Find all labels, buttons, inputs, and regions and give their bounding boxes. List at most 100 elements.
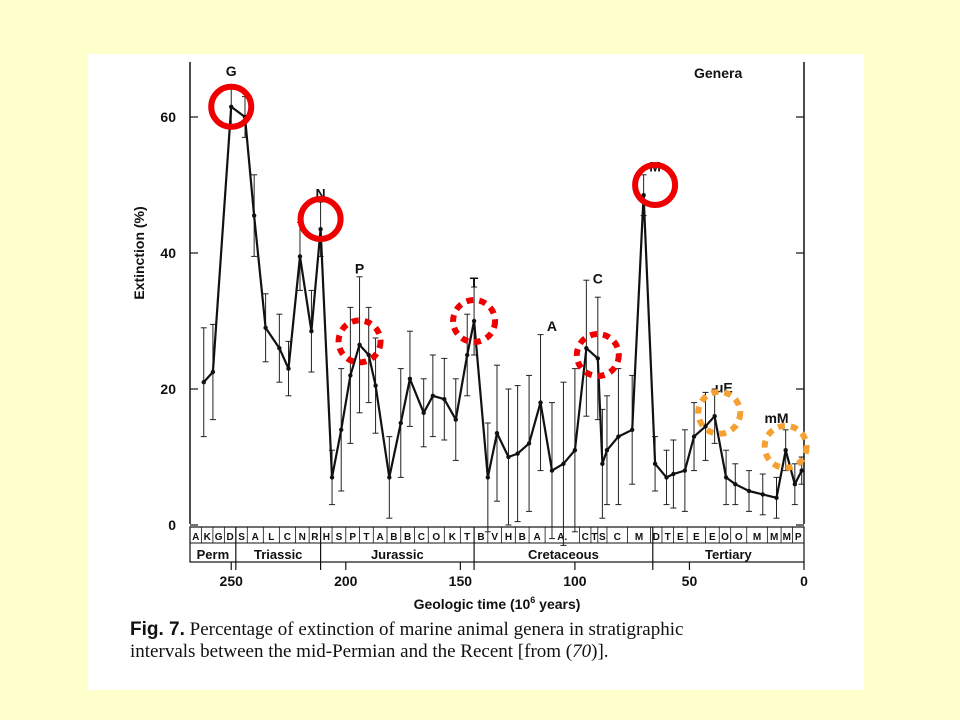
data-point — [664, 475, 669, 480]
caption-line1: Percentage of extinction of marine anima… — [189, 619, 684, 640]
data-point — [387, 475, 392, 480]
stage-label: H — [323, 532, 330, 543]
data-point — [691, 434, 697, 439]
data-point — [561, 461, 566, 466]
highlight-circle-solid — [632, 162, 679, 208]
x-tick-label: 50 — [682, 573, 698, 589]
data-point — [629, 427, 635, 432]
data-point — [263, 325, 268, 330]
caption-line2b: )]. — [591, 641, 609, 662]
stage-label: S — [599, 532, 606, 543]
figure-caption: Fig. 7. Percentage of extinction of mari… — [130, 619, 830, 663]
y-tick-label: 20 — [160, 381, 176, 397]
caption-label: Fig. 7. — [130, 619, 185, 640]
peak-label: T — [470, 274, 479, 290]
data-point — [799, 468, 804, 473]
stage-label: A — [192, 532, 199, 543]
data-point — [201, 380, 206, 385]
stage-label: E — [709, 532, 716, 543]
stage-label: M — [783, 532, 791, 543]
x-tick-label: 100 — [563, 573, 587, 589]
peak-label: A — [547, 318, 557, 334]
stage-label: M — [635, 532, 643, 543]
data-point — [339, 427, 344, 432]
data-point — [318, 227, 323, 232]
data-point — [430, 393, 436, 398]
x-tick-label: 0 — [800, 573, 808, 589]
data-point — [309, 329, 314, 334]
data-point — [616, 434, 621, 439]
x-tick-label: 200 — [334, 573, 358, 589]
highlight-circle-dotted — [573, 331, 622, 379]
stage-label: A — [377, 532, 384, 543]
data-point — [373, 383, 378, 388]
data-point — [783, 448, 788, 453]
highlight-circle-dotted — [450, 297, 499, 345]
data-point — [733, 482, 738, 487]
data-point — [526, 441, 532, 446]
data-point — [210, 369, 216, 375]
data-point — [723, 475, 729, 480]
stage-label: T — [464, 532, 470, 543]
data-point — [348, 373, 353, 378]
data-point — [712, 414, 717, 419]
stage-label: A — [533, 532, 540, 543]
stage-label: B — [477, 532, 484, 543]
scanned-figure: 0 20 40 60 Extinction (%) Genera A K G D S A L C N R H S P… — [88, 54, 864, 690]
highlight-circle-dotted — [695, 388, 744, 437]
period-label: Perm — [197, 547, 230, 562]
extinction-series-line — [202, 105, 803, 499]
highlight-circle-dotted — [335, 317, 384, 366]
stage-label: D — [226, 532, 233, 543]
data-point — [792, 482, 798, 487]
caption-line2a: intervals between the mid-Permian and th… — [130, 641, 573, 662]
stage-label: O — [721, 532, 729, 543]
stage-label: L — [268, 532, 274, 543]
data-point — [760, 492, 765, 497]
data-point — [421, 410, 426, 415]
y-tick-label: 40 — [160, 245, 176, 261]
stage-label: C — [582, 532, 589, 543]
stage-label: O — [735, 532, 743, 543]
stage-label: D — [653, 532, 660, 543]
data-point — [774, 495, 779, 500]
data-point — [229, 104, 234, 109]
data-point — [584, 346, 589, 351]
data-point — [453, 417, 458, 422]
data-point — [494, 431, 500, 436]
stage-label: M — [753, 532, 761, 543]
highlight-circle-dotted — [761, 422, 810, 471]
stage-label: M — [770, 532, 778, 543]
data-point — [652, 461, 658, 466]
data-point — [251, 213, 257, 218]
data-point — [746, 488, 752, 494]
stage-label: E — [677, 532, 684, 543]
stage-label: K — [449, 532, 457, 543]
stage-label: O — [432, 532, 440, 543]
stage-label: H — [505, 532, 512, 543]
y-tick-label: 0 — [168, 517, 176, 533]
stage-label: A — [252, 532, 259, 543]
stage-label: R — [311, 532, 319, 543]
stage-label: P — [349, 532, 356, 543]
stage-label: B — [404, 532, 411, 543]
data-point — [398, 420, 403, 426]
caption-ref: 70 — [572, 641, 592, 662]
stage-label: K — [204, 532, 212, 543]
peak-label: C — [593, 271, 603, 287]
stage-label: P — [795, 532, 802, 543]
data-point — [572, 448, 578, 453]
stage-label: T — [591, 532, 597, 543]
highlight-circle-solid — [208, 83, 255, 130]
data-point — [277, 346, 282, 351]
data-point — [407, 376, 413, 381]
panel-label: Genera — [694, 65, 742, 81]
stage-label: B — [390, 532, 397, 543]
data-point — [538, 400, 543, 405]
data-point — [549, 468, 555, 473]
period-label: Tertiary — [705, 547, 752, 562]
period-label: Triassic — [254, 547, 302, 562]
data-point — [604, 448, 610, 453]
data-point — [442, 397, 447, 402]
